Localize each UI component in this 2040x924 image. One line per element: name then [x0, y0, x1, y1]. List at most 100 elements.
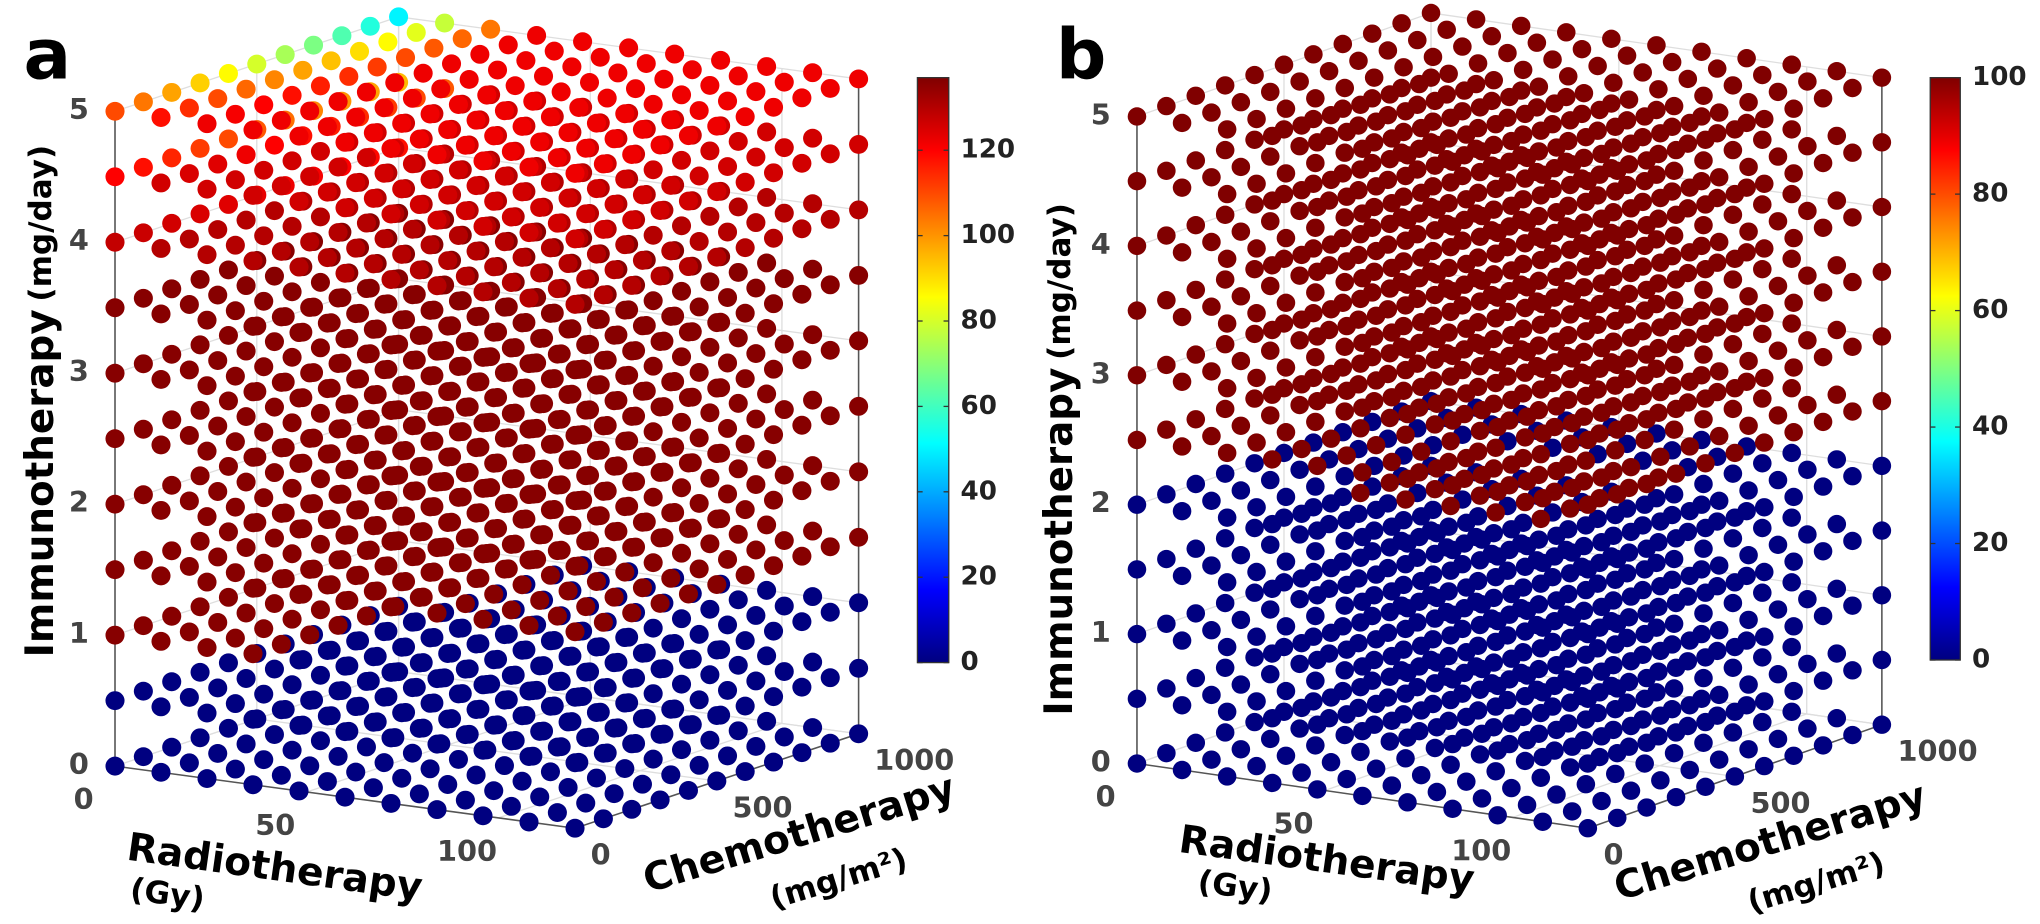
point	[1443, 799, 1462, 819]
point	[1172, 631, 1192, 650]
point	[1576, 645, 1596, 665]
point	[1127, 560, 1147, 579]
point	[1576, 322, 1596, 341]
point	[1651, 382, 1670, 402]
point	[700, 206, 720, 226]
point	[133, 616, 153, 636]
point	[402, 219, 422, 239]
point	[1290, 72, 1309, 91]
colorbar-tick-label: 60	[1972, 295, 2008, 325]
point	[1351, 483, 1370, 503]
point	[792, 350, 812, 370]
point	[1576, 451, 1596, 470]
point	[519, 223, 539, 243]
point	[1276, 228, 1296, 248]
point	[1127, 107, 1147, 126]
point	[1486, 179, 1505, 199]
point	[1472, 724, 1492, 743]
point	[1560, 369, 1580, 389]
point	[700, 337, 720, 357]
point	[321, 51, 341, 71]
point	[1380, 214, 1400, 234]
point	[413, 63, 433, 83]
point	[197, 310, 217, 330]
point	[402, 350, 422, 370]
point	[1651, 771, 1670, 790]
point	[1502, 649, 1521, 668]
z-axis-unit: (mg/day)	[1042, 203, 1078, 360]
point	[1335, 272, 1355, 292]
point	[1427, 200, 1447, 219]
point	[1396, 490, 1415, 509]
point	[300, 625, 320, 645]
point	[1515, 492, 1535, 512]
point	[264, 725, 284, 744]
point	[1696, 324, 1715, 344]
point	[632, 250, 652, 270]
point	[632, 512, 652, 532]
point	[1441, 432, 1460, 451]
point	[264, 332, 284, 352]
x-tick-label: 100	[1451, 833, 1511, 867]
point	[1531, 250, 1551, 270]
point	[254, 553, 274, 573]
point	[590, 47, 610, 67]
point	[328, 157, 348, 177]
point	[1351, 613, 1370, 632]
point	[1515, 104, 1535, 124]
point	[1531, 768, 1551, 787]
z-tick-label: 2	[69, 485, 89, 519]
point	[735, 172, 755, 192]
point	[1798, 719, 1817, 738]
point	[1396, 231, 1415, 250]
point	[1725, 379, 1745, 398]
point	[1427, 265, 1447, 284]
point	[133, 485, 153, 505]
point	[707, 575, 727, 595]
point	[820, 733, 840, 753]
point	[1366, 759, 1386, 778]
point	[803, 259, 823, 279]
point	[1172, 437, 1192, 456]
point	[289, 257, 309, 277]
point	[1157, 96, 1176, 116]
point	[218, 195, 238, 214]
point	[1637, 345, 1656, 364]
point	[1605, 570, 1625, 589]
point	[243, 644, 263, 664]
point	[1694, 280, 1713, 300]
point	[1680, 760, 1700, 780]
point	[1739, 222, 1758, 241]
point	[774, 531, 794, 551]
point	[236, 276, 256, 296]
y-tick-label: 0	[591, 838, 611, 872]
point	[1274, 55, 1294, 74]
point	[254, 684, 274, 704]
point	[1578, 624, 1598, 644]
point	[1408, 30, 1427, 50]
point	[1560, 305, 1580, 324]
point	[1592, 274, 1611, 293]
point	[1378, 41, 1398, 60]
point	[1306, 412, 1325, 432]
point	[1664, 743, 1684, 763]
point	[530, 525, 550, 545]
point	[746, 147, 766, 167]
point	[689, 493, 709, 513]
point	[1605, 635, 1625, 654]
point	[1502, 455, 1521, 474]
point	[501, 338, 521, 358]
point	[1337, 122, 1356, 142]
point	[803, 325, 823, 345]
point	[1576, 257, 1596, 276]
point	[1723, 464, 1743, 483]
point	[494, 756, 514, 776]
point	[622, 734, 642, 754]
point	[455, 135, 475, 155]
point	[519, 747, 539, 766]
point	[484, 126, 504, 146]
point	[604, 522, 624, 542]
point	[1709, 556, 1729, 575]
point	[1502, 714, 1521, 733]
point	[1782, 120, 1801, 139]
